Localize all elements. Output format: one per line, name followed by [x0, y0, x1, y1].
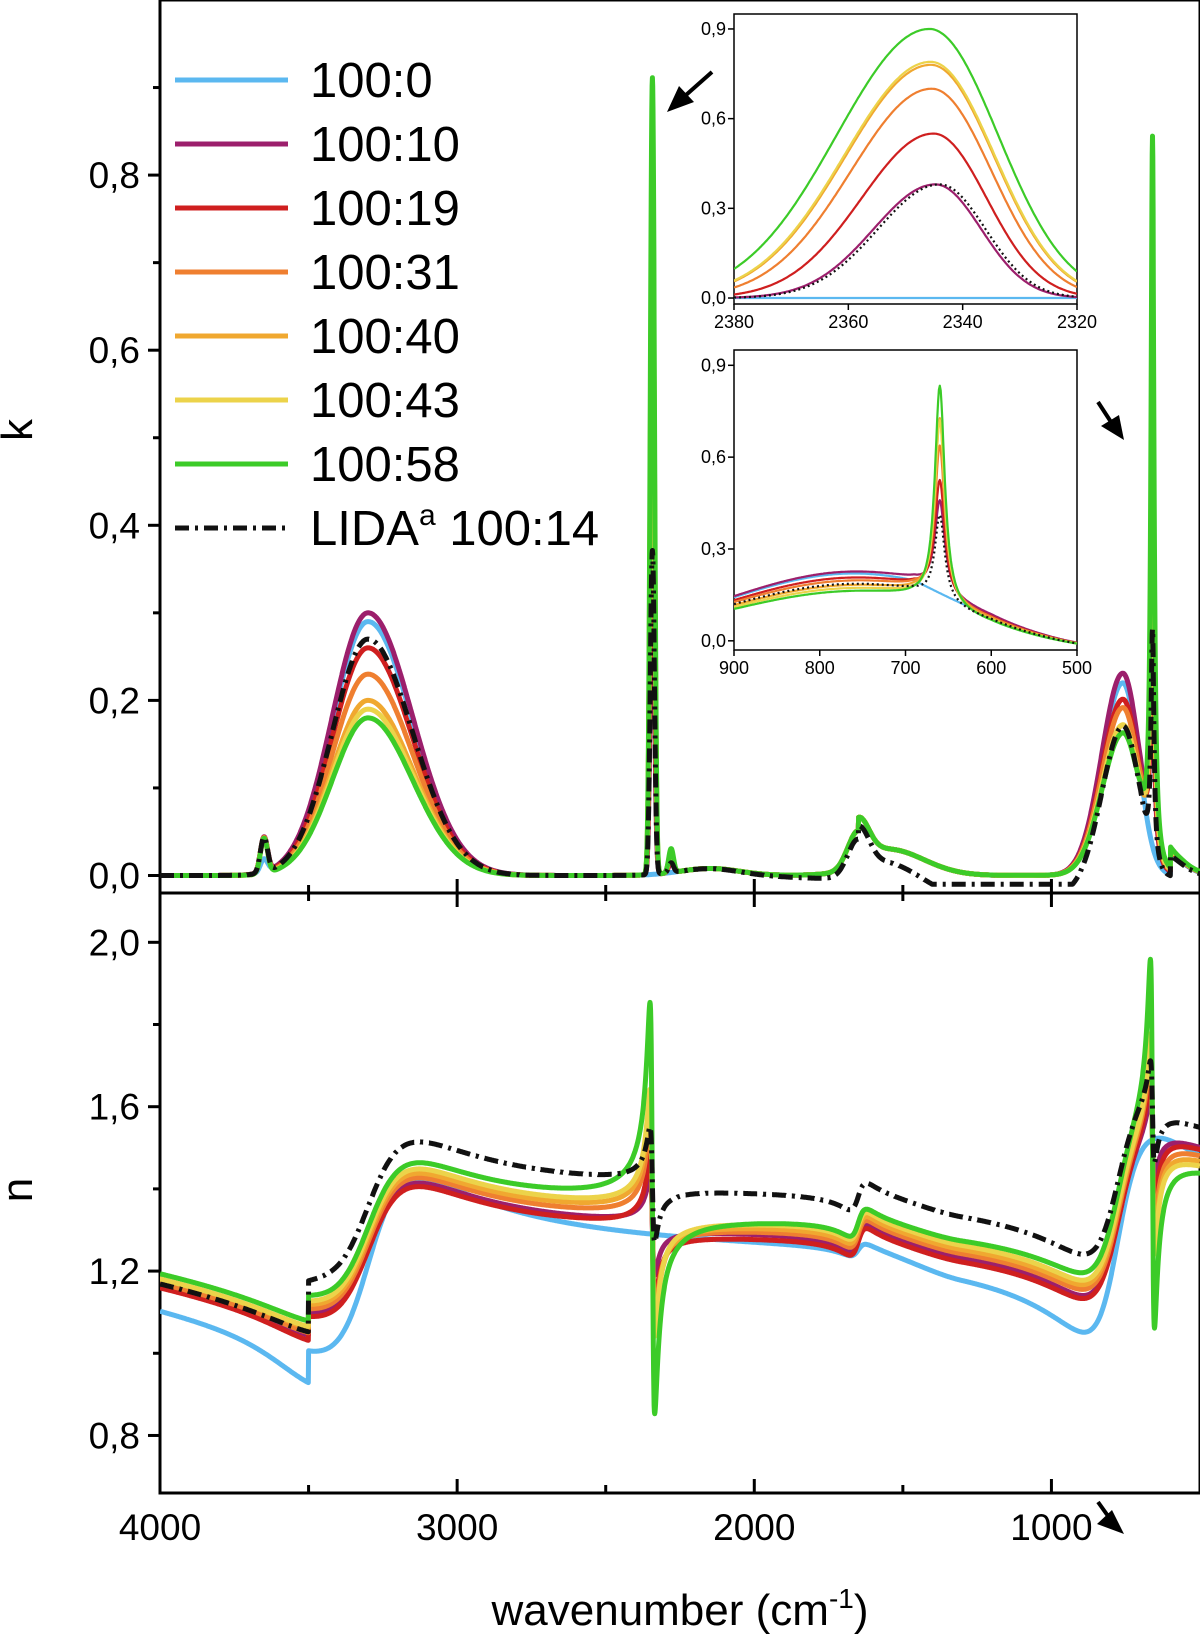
legend-label: 100:40: [310, 310, 460, 364]
arrow-co2-bend: [1096, 400, 1124, 440]
series-line-100-58: [734, 27, 1077, 273]
legend-label: 100:0: [310, 54, 433, 108]
inset-xtick-label: 800: [805, 658, 835, 678]
inset-bend-series: [734, 384, 1077, 645]
inset-bend-frame: [733, 349, 1078, 651]
legend-label: 100:31: [310, 246, 460, 300]
inset-ytick-label: 0,3: [701, 198, 726, 218]
n-ytick-label: 2,0: [89, 922, 140, 963]
legend-entry-100-58: 100:58: [175, 438, 460, 492]
legend-label: 100:43: [310, 374, 460, 428]
series-line-LIDA: [734, 183, 1077, 299]
legend-entry-100-40: 100:40: [175, 310, 460, 364]
xtick-label: 4000: [119, 1507, 201, 1548]
inset-xtick-label: 2340: [943, 312, 983, 332]
k-ytick-label: 0,8: [89, 155, 140, 196]
n-ytick-label: 0,8: [89, 1415, 140, 1456]
series-line-100-40: [160, 1036, 1200, 1335]
inset-xtick-label: 600: [976, 658, 1006, 678]
annotation-arrows: [667, 70, 1124, 1534]
legend-label: 100:58: [310, 438, 460, 492]
legend-entry-100-31: 100:31: [175, 246, 460, 300]
inset-axis-ticks: 0,0 0,3 0,6 0,9 2380 2360 2340 2320 0,0 0,3 0,6 0,9…: [701, 19, 1097, 678]
inset-xtick-label: 2320: [1057, 312, 1097, 332]
legend-entry-100-19: 100:19: [175, 182, 460, 236]
series-line-LIDA: [160, 1058, 1200, 1335]
series-line-100-31: [160, 1050, 1200, 1336]
inset-xtick-label: 700: [890, 658, 920, 678]
xtick-label: 2000: [713, 1507, 795, 1548]
series-line-100-43: [160, 1031, 1200, 1339]
k-ytick-label: 0,6: [89, 330, 140, 371]
xtick-label: 3000: [416, 1507, 498, 1548]
k-series-group: [160, 75, 1200, 887]
inset-ytick-label: 0,3: [701, 539, 726, 559]
series-line-100-31: [734, 87, 1077, 289]
inset-ytick-label: 0,6: [701, 447, 726, 467]
inset-ytick-label: 0,9: [701, 19, 726, 39]
inset-xtick-label: 2380: [714, 312, 754, 332]
series-line-100-43: [734, 60, 1077, 283]
inset-ytick-label: 0,9: [701, 355, 726, 375]
inset-ytick-label: 0,0: [701, 288, 726, 308]
inset-ytick-label: 0,0: [701, 631, 726, 651]
k-ytick-label: 0,4: [89, 505, 140, 546]
n-panel-frame: [158, 891, 1200, 1495]
inset-ytick-label: 0,6: [701, 109, 726, 129]
legend-label: 100:19: [310, 182, 460, 236]
inset-xtick-label: 2360: [828, 312, 868, 332]
n-ytick-label: 1,6: [89, 1087, 140, 1128]
k-ytick-label: 0,2: [89, 680, 140, 721]
legend-entry-100-10: 100:10: [175, 118, 460, 172]
arrow-co2-stretch: [667, 70, 714, 112]
series-line-LIDA: [734, 513, 1077, 645]
legend-entry-100-0: 100:0: [175, 54, 433, 108]
series-line-100-10: [734, 499, 1077, 644]
n-series-group: [160, 956, 1200, 1417]
arrow-xaxis: [1096, 1500, 1124, 1534]
series-line-100-19: [734, 132, 1077, 296]
x-axis-title: wavenumber (cm-1): [491, 1583, 869, 1635]
k-axis-title: k: [0, 418, 42, 441]
series-line-100-0: [160, 619, 1200, 878]
series-line-100-58: [160, 75, 1200, 878]
series-line-100-10: [734, 183, 1077, 299]
inset-stretch-series: [734, 27, 1077, 300]
legend-entry-100-43: 100:43: [175, 374, 460, 428]
legend-entry-LIDA: LIDAa 100:14: [175, 499, 599, 556]
legend: 100:0 100:10 100:19 100:31 100:40 100:43 100:5…: [175, 54, 599, 556]
inset-xtick-label: 500: [1062, 658, 1092, 678]
series-line-LIDA: [160, 548, 1200, 887]
inset-xtick-label: 900: [719, 658, 749, 678]
series-line-100-58: [160, 956, 1200, 1417]
xtick-label: 1000: [1010, 1507, 1092, 1548]
legend-label: LIDAa 100:14: [310, 499, 599, 556]
n-ytick-label: 1,2: [89, 1251, 140, 1292]
n-axis-title: n: [0, 1178, 42, 1202]
legend-label: 100:10: [310, 118, 460, 172]
axis-ticks: 0,0 0,2 0,4 0,6 0,8 0,8 1,2 1,6 2,0 4000 3000 2000 1…: [89, 86, 1200, 1548]
k-ytick-label: 0,0: [89, 855, 140, 896]
